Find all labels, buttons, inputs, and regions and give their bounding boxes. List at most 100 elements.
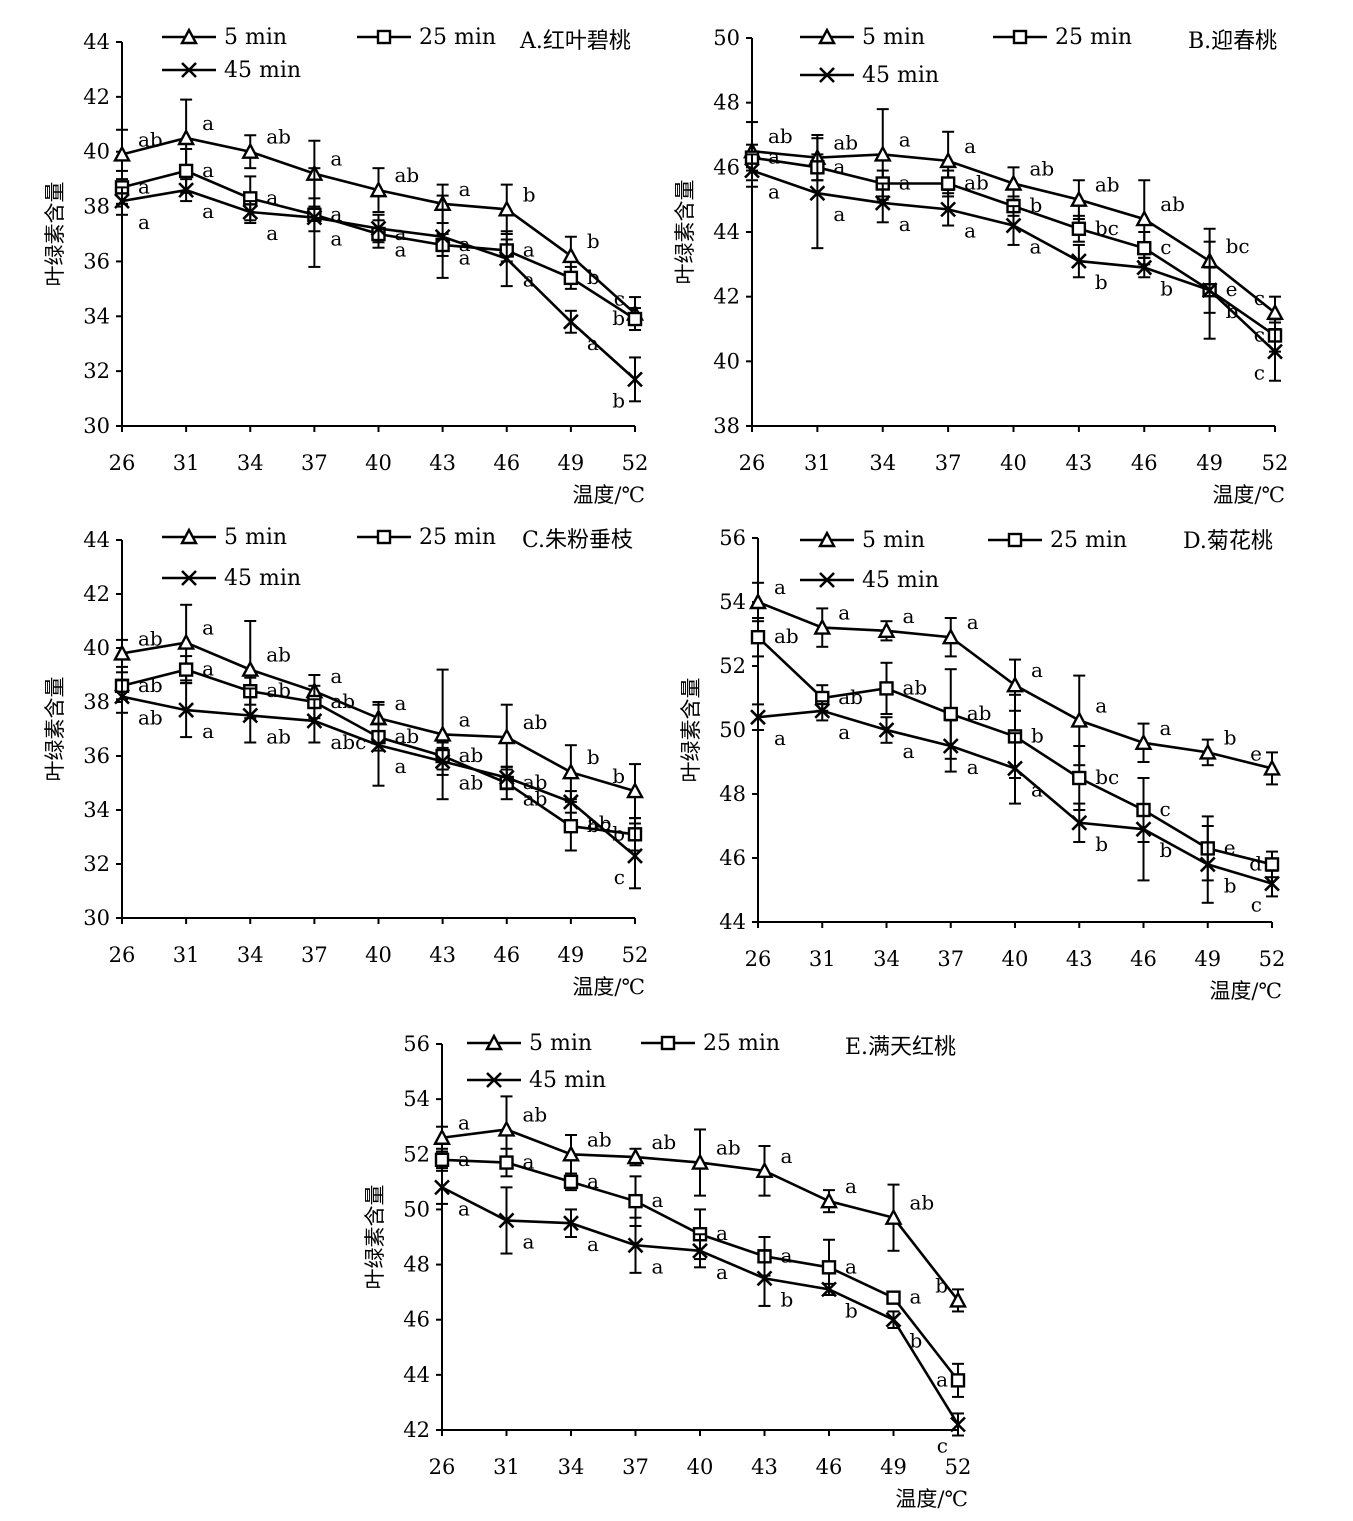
- y-tick-label: 32: [83, 852, 110, 876]
- x-tick-label: 43: [429, 451, 456, 475]
- data-point: [948, 1290, 968, 1308]
- data-point: [177, 128, 196, 146]
- significance-label: b: [612, 764, 625, 788]
- x-tick-label: 43: [1066, 947, 1093, 971]
- legend-entry: 45 min: [162, 58, 301, 83]
- y-tick-label: 34: [83, 798, 110, 822]
- legend-label: 5 min: [862, 25, 925, 50]
- significance-label: a: [716, 1260, 728, 1284]
- significance-label: a: [652, 1254, 664, 1278]
- data-point: [114, 193, 130, 210]
- data-point: [434, 753, 451, 770]
- x-axis-title: 温度/℃: [1209, 979, 1282, 1003]
- legend-entry: 5 min: [162, 25, 287, 50]
- data-point: [1134, 733, 1153, 750]
- significance-label: a: [459, 246, 471, 270]
- legend-label: 45 min: [529, 1068, 606, 1093]
- significance-label: b: [1160, 277, 1173, 301]
- significance-label: a: [330, 147, 342, 171]
- legend-entry: 25 min: [988, 528, 1127, 553]
- x-tick-label: 31: [173, 943, 200, 967]
- data-point: [1201, 282, 1218, 299]
- significance-label: ab: [967, 701, 992, 725]
- x-tick-label: 40: [1002, 947, 1029, 971]
- data-point: [950, 1416, 966, 1433]
- data-point: [1004, 173, 1023, 191]
- significance-label: a: [459, 707, 471, 731]
- data-point: [112, 144, 132, 162]
- data-point: [750, 630, 766, 645]
- data-point: [561, 246, 580, 264]
- data-point: [1262, 758, 1282, 776]
- significance-label: b: [523, 182, 536, 206]
- legend-label: 25 min: [419, 525, 496, 550]
- significance-label: e: [1250, 741, 1262, 765]
- significance-label: e: [1224, 835, 1236, 859]
- y-tick-label: 44: [713, 220, 740, 244]
- data-point: [873, 144, 892, 162]
- significance-label: ab: [138, 626, 163, 650]
- y-tick-label: 50: [719, 718, 746, 742]
- chart-panel-3: 44 46 48 50 52 54 56 26 31 34 37 40 43 46 49 52 温度/℃ 叶绿素含…: [679, 526, 1285, 1003]
- significance-label: ab: [523, 710, 548, 734]
- significance-label: ab: [395, 163, 420, 187]
- y-tick-label: 38: [83, 690, 110, 714]
- y-tick-label: 50: [403, 1197, 430, 1221]
- significance-label: ab: [459, 770, 484, 794]
- legend-entry: 25 min: [357, 25, 496, 50]
- significance-label: b: [1030, 193, 1043, 217]
- data-point: [497, 727, 516, 745]
- panel-title: C.朱粉垂枝: [522, 528, 633, 553]
- significance-label: a: [395, 691, 407, 715]
- significance-label: a: [936, 1367, 948, 1391]
- data-point: [939, 151, 958, 169]
- data-point: [434, 1152, 450, 1168]
- significance-label: ab: [523, 770, 548, 794]
- significance-label: ab: [138, 706, 163, 730]
- data-point: [1136, 259, 1153, 276]
- legend-marker: [179, 527, 199, 545]
- x-tick-label: 26: [429, 1455, 456, 1479]
- y-tick-label: 44: [403, 1363, 430, 1387]
- x-tick-label: 26: [109, 451, 136, 475]
- x-tick-label: 40: [687, 1455, 714, 1479]
- y-tick-label: 30: [83, 906, 110, 930]
- x-tick-label: 34: [237, 943, 264, 967]
- y-tick-label: 42: [83, 85, 110, 109]
- y-tick-label: 48: [713, 91, 740, 115]
- x-tick-label: 40: [365, 943, 392, 967]
- significance-label: a: [774, 575, 786, 599]
- legend-entry: 45 min: [467, 1068, 606, 1093]
- significance-label: a: [716, 1221, 728, 1245]
- significance-label: c: [1160, 797, 1171, 821]
- significance-label: b: [612, 306, 625, 330]
- x-tick-label: 37: [937, 947, 964, 971]
- legend-label: 45 min: [862, 568, 939, 593]
- legend-entry: 5 min: [467, 1031, 592, 1056]
- significance-label: b: [1224, 725, 1237, 749]
- data-point: [563, 1215, 579, 1232]
- legend-label: 5 min: [529, 1031, 592, 1056]
- chart-panel-2: 30 32 34 36 38 40 42 44 26 31 34 37 40 43 46 49 52 温度/℃ 叶绿…: [43, 525, 648, 999]
- legend-label: 25 min: [1050, 528, 1127, 553]
- y-tick-label: 44: [83, 30, 110, 54]
- data-point: [498, 250, 515, 267]
- data-point: [563, 1174, 579, 1190]
- significance-label: ab: [266, 725, 291, 749]
- legend-marker: [817, 27, 837, 45]
- data-point: [434, 228, 451, 245]
- legend-marker: [660, 1035, 676, 1051]
- significance-label: a: [1030, 235, 1042, 259]
- data-point: [498, 1212, 515, 1229]
- data-point: [370, 737, 387, 754]
- y-tick-label: 54: [719, 590, 746, 614]
- significance-label: ab: [266, 125, 291, 149]
- data-point: [814, 702, 831, 719]
- significance-label: b: [612, 388, 625, 412]
- legend-label: 5 min: [224, 25, 287, 50]
- significance-label: a: [459, 177, 471, 201]
- significance-label: ab: [716, 1136, 741, 1160]
- y-tick-label: 54: [403, 1087, 430, 1111]
- significance-label: b: [587, 745, 600, 769]
